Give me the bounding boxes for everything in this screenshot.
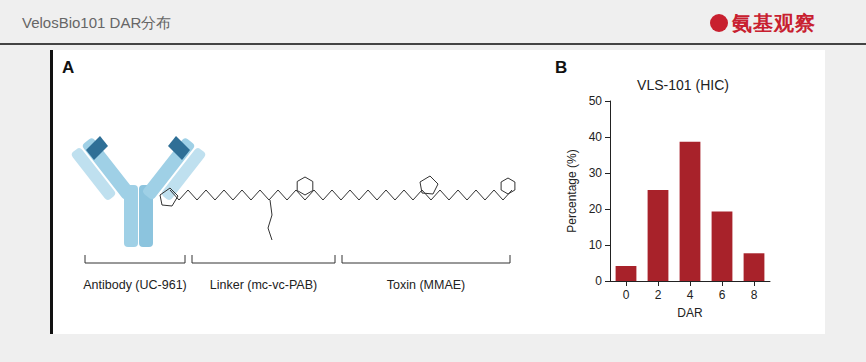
svg-text:20: 20 (589, 202, 603, 216)
svg-text:Linker (mc-vc-PAB): Linker (mc-vc-PAB) (210, 278, 317, 292)
svg-text:40: 40 (589, 130, 603, 144)
svg-text:DAR: DAR (677, 306, 703, 320)
svg-text:0: 0 (595, 274, 602, 288)
svg-text:0: 0 (623, 288, 630, 302)
svg-text:8: 8 (751, 288, 758, 302)
svg-text:Toxin (MMAE): Toxin (MMAE) (387, 278, 465, 292)
html-text:VelosBio101 DAR分布: VelosBio101 DAR分布 (22, 14, 172, 31)
svg-text:VLS-101 (HIC): VLS-101 (HIC) (637, 77, 729, 93)
svg-text:6: 6 (719, 288, 726, 302)
svg-text:10: 10 (589, 238, 603, 252)
svg-text:Antibody (UC-961): Antibody (UC-961) (83, 278, 187, 292)
html-text:A: A (62, 58, 75, 77)
html-text:B: B (555, 58, 568, 77)
svg-text:2: 2 (655, 288, 662, 302)
html-text:氨基观察: 氨基观察 (732, 12, 816, 34)
svg-text:30: 30 (589, 166, 603, 180)
svg-text:50: 50 (589, 94, 603, 108)
svg-text:4: 4 (687, 288, 694, 302)
svg-text:Percentage (%): Percentage (%) (565, 149, 579, 232)
